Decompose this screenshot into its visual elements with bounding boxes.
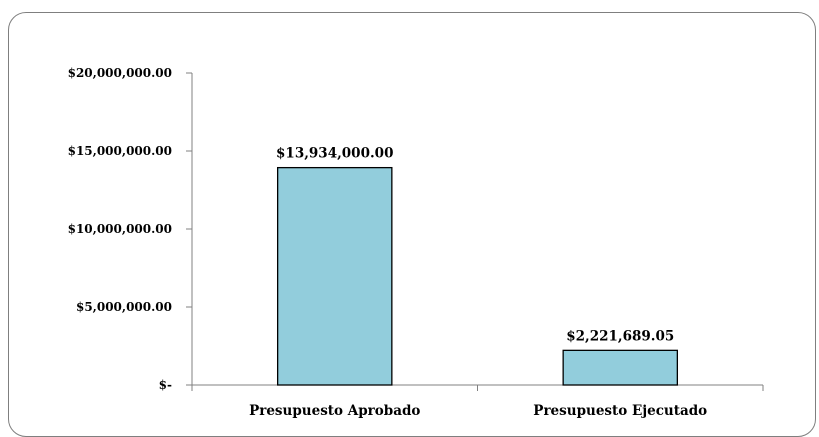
y-tick-label: $15,000,000.00: [68, 144, 172, 158]
bar-chart: $- $5,000,000.00 $10,000,000.00 $15,000,000…: [68, 66, 764, 419]
data-labels: $13,934,000.00 $2,221,689.05: [276, 146, 674, 345]
bar: [276, 166, 393, 386]
x-category-label: Presupuesto Ejecutado: [533, 403, 707, 419]
x-category-label: Presupuesto Aprobado: [249, 403, 420, 419]
y-tick-label: $10,000,000.00: [68, 222, 172, 236]
x-axis: Presupuesto Aprobado Presupuesto Ejecutad…: [191, 384, 764, 419]
chart-frame: [8, 12, 816, 437]
y-axis: $- $5,000,000.00 $10,000,000.00 $15,000,000…: [68, 66, 193, 392]
bar-data-label: $13,934,000.00: [276, 146, 393, 162]
y-tick-label: $-: [159, 378, 172, 392]
bars: [276, 166, 679, 386]
y-tick-label: $20,000,000.00: [68, 66, 172, 80]
y-tick-label: $5,000,000.00: [76, 300, 172, 314]
bar: [562, 349, 679, 386]
bar-data-label: $2,221,689.05: [566, 328, 674, 344]
